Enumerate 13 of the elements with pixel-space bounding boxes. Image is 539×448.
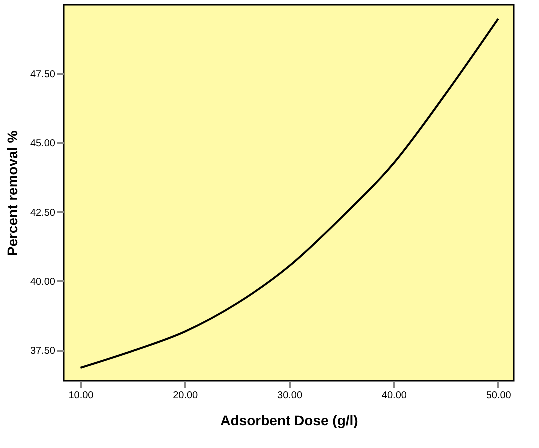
y-axis-title: Percent removal %: [4, 130, 20, 256]
y-tick-label: 47.50: [30, 70, 56, 81]
y-tick-label: 42.50: [30, 208, 56, 219]
x-tick-label: 30.00: [278, 390, 303, 402]
x-tick-label: 20.00: [173, 390, 199, 402]
x-tick-label: 10.00: [68, 390, 94, 402]
x-tick-label: 40.00: [382, 390, 408, 402]
y-tick-label: 40.00: [30, 276, 56, 288]
y-tick-label: 37.50: [30, 346, 56, 358]
x-axis-title: Adsorbent Dose (g/l): [220, 412, 358, 428]
x-tick-label: 50.00: [486, 390, 512, 402]
line-series: [80, 18, 500, 370]
y-tick-label: 45.00: [30, 138, 56, 150]
